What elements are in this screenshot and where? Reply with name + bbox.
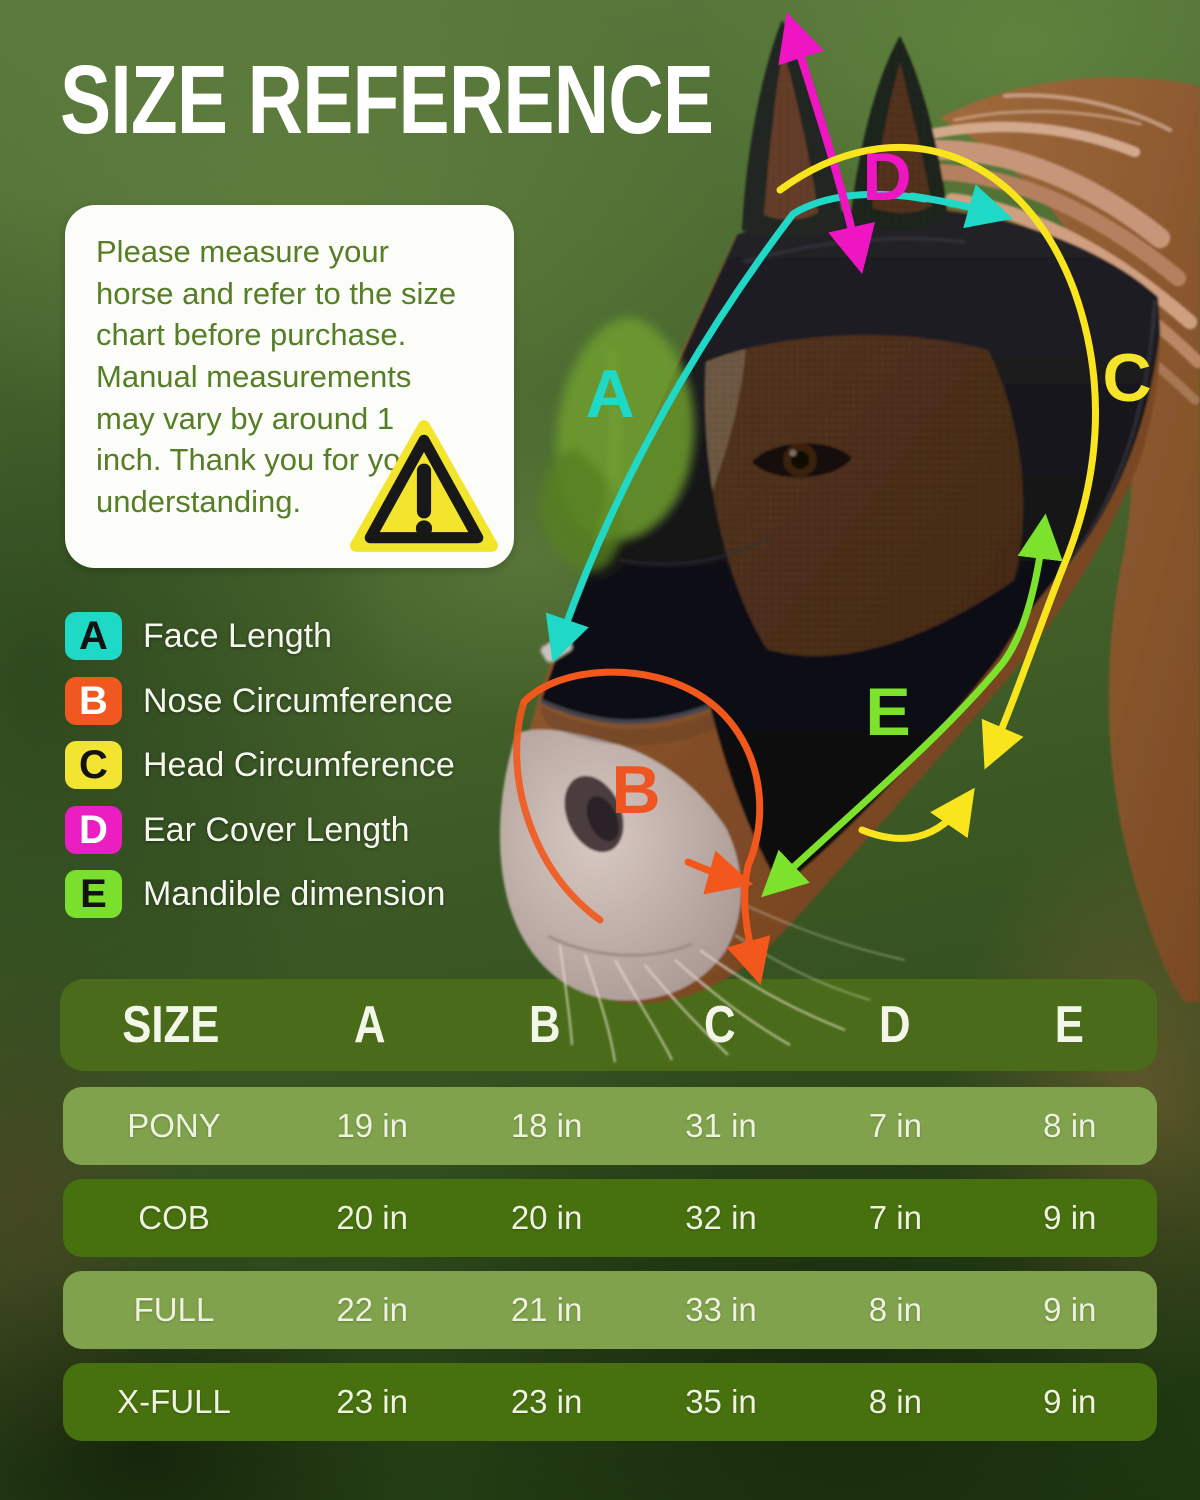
legend-item-a: A Face Length [65, 612, 332, 660]
legend-label-b: Nose Circumference [143, 681, 453, 720]
cell-xfull-d: 8 in [868, 1383, 922, 1420]
page-title: SIZE REFERENCE [60, 45, 714, 154]
legend-key-badge-b: B [65, 677, 122, 725]
legend-label-e: Mandible dimension [143, 874, 446, 913]
cell-pony-d: 7 in [868, 1107, 922, 1144]
measurement-note-card: Please measure your horse and refer to t… [65, 205, 514, 568]
legend-item-e: E Mandible dimension [65, 870, 445, 918]
legend-key-badge-c: C [65, 741, 122, 789]
cell-full-a: 22 in [336, 1291, 408, 1328]
cell-xfull-size: X-FULL [117, 1383, 231, 1420]
header-cell-size: SIZE [122, 996, 220, 1054]
legend-label-d: Ear Cover Length [143, 810, 410, 849]
cell-cob-d: 7 in [868, 1199, 922, 1236]
cell-xfull-a: 23 in [336, 1383, 408, 1420]
legend-item-c: C Head Circumference [65, 741, 455, 789]
cell-full-e: 9 in [1043, 1291, 1097, 1328]
header-cell-c: C [703, 996, 736, 1054]
header-cell-e: E [1054, 996, 1085, 1054]
table-row-cob: COB 20 in 20 in 32 in 7 in 9 in [63, 1179, 1157, 1257]
table-row-xfull: X-FULL 23 in 23 in 35 in 8 in 9 in [63, 1363, 1157, 1441]
header-cell-d: D [878, 996, 911, 1054]
table-row-full: FULL 22 in 21 in 33 in 8 in 9 in [63, 1271, 1157, 1349]
cell-pony-a: 19 in [336, 1107, 408, 1144]
note-text: Please measure your horse and refer to t… [96, 234, 457, 520]
legend-item-d: D Ear Cover Length [65, 806, 410, 854]
cell-full-size: FULL [133, 1291, 215, 1328]
header-cell-b: B [528, 996, 561, 1054]
size-table-header: SIZE A B C D E [60, 979, 1157, 1071]
legend-label-a: Face Length [143, 616, 333, 655]
legend-key-badge-d: D [65, 806, 122, 854]
cell-cob-a: 20 in [336, 1199, 408, 1236]
cell-pony-b: 18 in [510, 1107, 583, 1144]
cell-cob-b: 20 in [510, 1199, 583, 1236]
legend-key-badge-a: A [65, 612, 122, 660]
cell-full-d: 8 in [868, 1291, 922, 1328]
cell-cob-size: COB [138, 1199, 210, 1236]
cell-pony-size: PONY [127, 1107, 221, 1144]
cell-cob-c: 32 in [685, 1199, 757, 1236]
warning-triangle-icon [350, 420, 498, 552]
cell-xfull-c: 35 in [685, 1383, 757, 1420]
cell-pony-e: 8 in [1043, 1107, 1097, 1144]
legend-item-b: B Nose Circumference [65, 677, 453, 725]
cell-full-c: 33 in [685, 1291, 757, 1328]
cell-full-b: 21 in [510, 1291, 583, 1328]
table-row-pony: PONY 19 in 18 in 31 in 7 in 8 in [63, 1087, 1157, 1165]
cell-xfull-b: 23 in [510, 1383, 583, 1420]
legend-label-c: Head Circumference [143, 745, 455, 784]
cell-cob-e: 9 in [1043, 1199, 1097, 1236]
legend-key-badge-e: E [65, 870, 122, 918]
header-cell-a: A [353, 996, 386, 1054]
cell-pony-c: 31 in [685, 1107, 757, 1144]
cell-xfull-e: 9 in [1043, 1383, 1097, 1420]
